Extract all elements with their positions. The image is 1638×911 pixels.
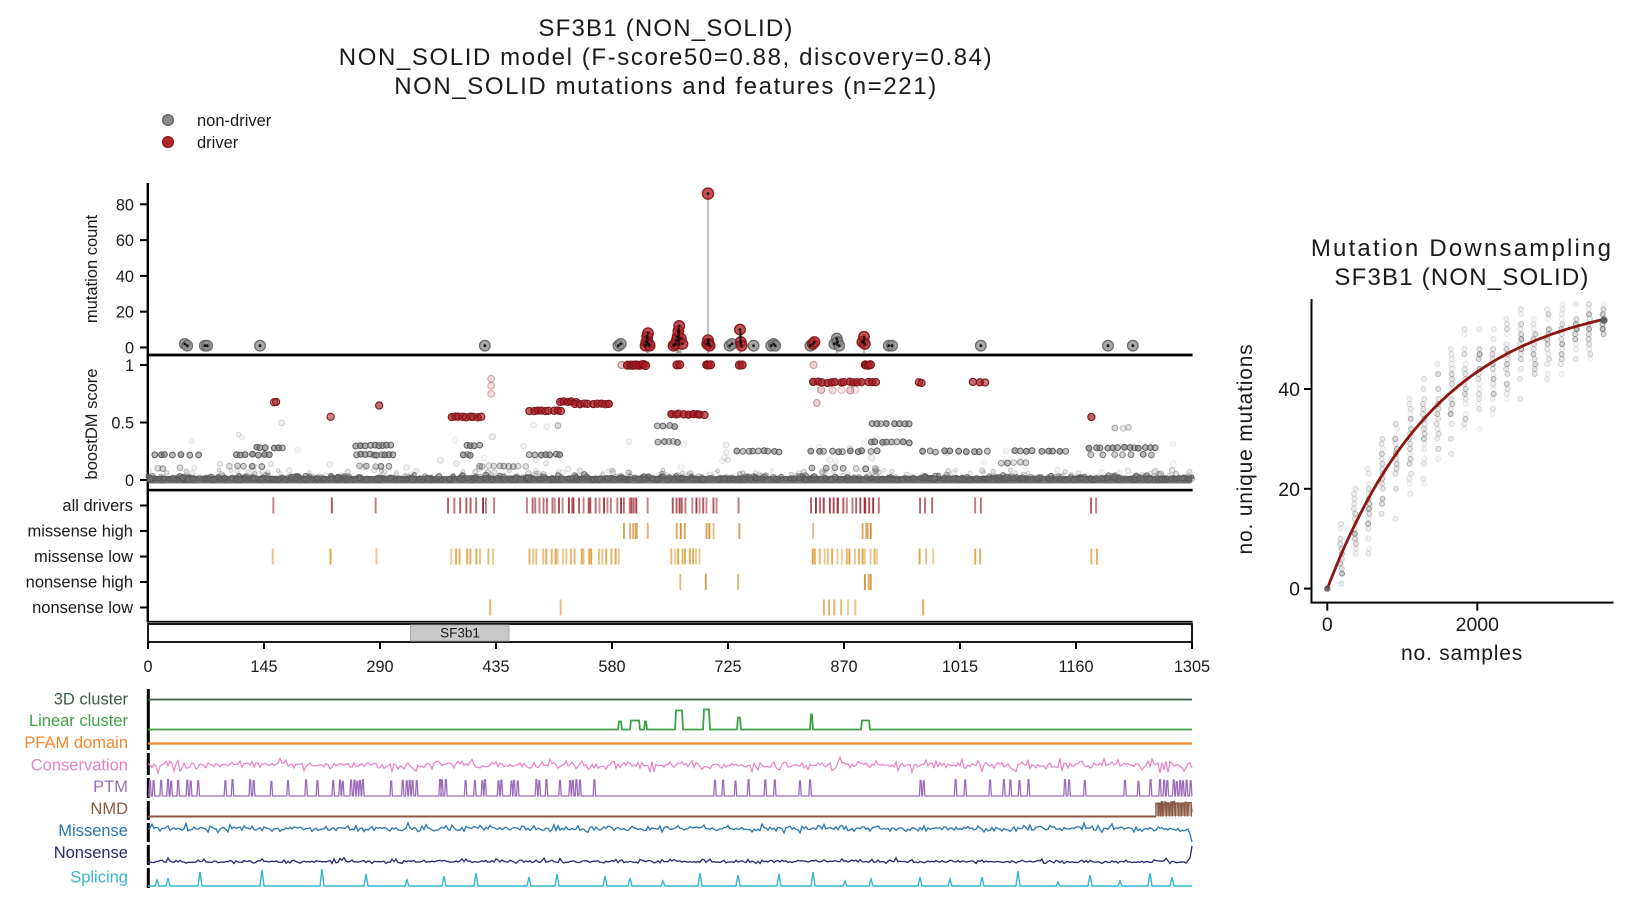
svg-text:20: 20 (1278, 479, 1300, 501)
svg-text:all drivers: all drivers (62, 497, 133, 515)
svg-text:non-driver: non-driver (197, 112, 272, 130)
svg-text:driver: driver (197, 134, 239, 152)
svg-text:0: 0 (1322, 614, 1333, 636)
svg-text:870: 870 (830, 658, 857, 676)
svg-text:1305: 1305 (1174, 658, 1210, 676)
svg-text:435: 435 (482, 658, 509, 676)
svg-text:Missense: Missense (58, 822, 128, 840)
svg-text:SF3B1 (NON_SOLID): SF3B1 (NON_SOLID) (1334, 264, 1589, 291)
svg-text:1: 1 (125, 357, 134, 375)
svg-text:NMD: NMD (90, 800, 128, 818)
svg-text:NON_SOLID mutations and featur: NON_SOLID mutations and features (n=221) (394, 73, 938, 100)
svg-text:40: 40 (1278, 379, 1300, 401)
svg-text:no. unique mutations: no. unique mutations (1234, 344, 1257, 555)
svg-text:boostDM score: boostDM score (83, 369, 101, 480)
svg-text:290: 290 (366, 658, 393, 676)
svg-text:Splicing: Splicing (70, 869, 128, 887)
svg-text:1015: 1015 (942, 658, 978, 676)
svg-text:80: 80 (116, 196, 134, 214)
svg-text:nonsense low: nonsense low (32, 599, 133, 617)
svg-text:nonsense high: nonsense high (26, 574, 133, 592)
svg-text:Linear cluster: Linear cluster (29, 712, 129, 730)
svg-text:1160: 1160 (1058, 658, 1093, 676)
svg-text:missense high: missense high (28, 523, 133, 541)
svg-text:missense low: missense low (34, 548, 133, 566)
svg-text:0: 0 (1289, 579, 1300, 601)
svg-text:mutation count: mutation count (83, 214, 101, 323)
svg-text:no. samples: no. samples (1401, 642, 1523, 665)
svg-text:60: 60 (116, 232, 134, 250)
svg-text:725: 725 (714, 658, 741, 676)
svg-text:40: 40 (116, 268, 134, 286)
svg-text:Conservation: Conservation (31, 757, 128, 775)
svg-text:145: 145 (250, 658, 277, 676)
svg-text:PFAM domain: PFAM domain (24, 734, 128, 752)
svg-text:NON_SOLID model (F-score50=0.8: NON_SOLID model (F-score50=0.88, discove… (339, 44, 993, 71)
svg-text:Nonsense: Nonsense (54, 844, 128, 862)
svg-text:580: 580 (598, 658, 625, 676)
svg-text:2000: 2000 (1456, 614, 1500, 636)
svg-text:PTM: PTM (93, 778, 128, 796)
svg-text:0.5: 0.5 (111, 415, 134, 433)
svg-text:Mutation Downsampling: Mutation Downsampling (1311, 235, 1613, 262)
svg-text:SF3B1 (NON_SOLID): SF3B1 (NON_SOLID) (538, 15, 793, 42)
svg-text:0: 0 (125, 340, 134, 358)
svg-text:0: 0 (143, 658, 152, 676)
svg-text:20: 20 (116, 304, 134, 322)
svg-text:SF3b1: SF3b1 (440, 626, 480, 641)
svg-text:3D cluster: 3D cluster (54, 691, 129, 709)
svg-text:0: 0 (125, 472, 134, 490)
